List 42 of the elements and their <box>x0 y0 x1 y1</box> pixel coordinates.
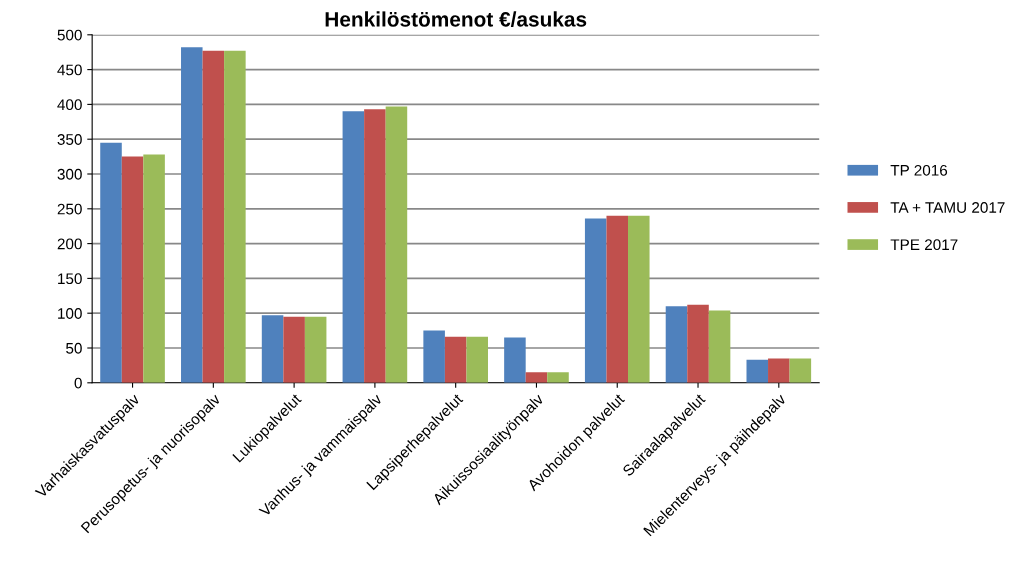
bar <box>504 337 526 383</box>
bar <box>768 358 790 383</box>
bar <box>423 330 445 383</box>
y-tick-label: 400 <box>57 99 82 111</box>
legend-label: TA + TAMU 2017 <box>890 202 1005 213</box>
y-tick-label: 200 <box>57 238 82 250</box>
bar <box>746 359 769 383</box>
y-tick-label: 350 <box>57 134 82 145</box>
bar <box>181 47 203 383</box>
legend-label: TP 2016 <box>890 164 948 176</box>
y-tick-label: 0 <box>74 377 82 389</box>
bar <box>202 50 225 383</box>
bar <box>342 111 365 383</box>
y-tick-label: 50 <box>66 342 82 354</box>
bar <box>665 306 688 383</box>
chart-title: Henkilöstömenot €/asukas <box>325 11 587 27</box>
bar <box>364 109 386 383</box>
bar <box>304 316 327 383</box>
y-tick-label: 300 <box>57 168 82 180</box>
bar <box>708 310 731 383</box>
bar <box>687 304 709 383</box>
bar <box>525 372 548 383</box>
y-tick-label: 450 <box>57 64 82 76</box>
bar <box>628 215 650 383</box>
legend-label: TPE 2017 <box>890 239 958 251</box>
bar <box>584 218 607 383</box>
bar <box>121 156 144 383</box>
y-tick-label: 150 <box>58 273 82 285</box>
y-tick-label: 500 <box>57 29 82 41</box>
y-tick-label: 100 <box>58 308 82 319</box>
bar <box>444 336 467 383</box>
bar <box>606 215 629 383</box>
bar <box>789 358 812 383</box>
y-tick-label: 250 <box>57 203 82 215</box>
bar <box>143 154 165 383</box>
bar <box>466 336 488 383</box>
bar <box>224 50 246 383</box>
bar <box>100 142 122 383</box>
bar <box>283 316 305 383</box>
bar <box>547 372 569 383</box>
bar <box>385 106 408 383</box>
bar <box>261 315 284 383</box>
